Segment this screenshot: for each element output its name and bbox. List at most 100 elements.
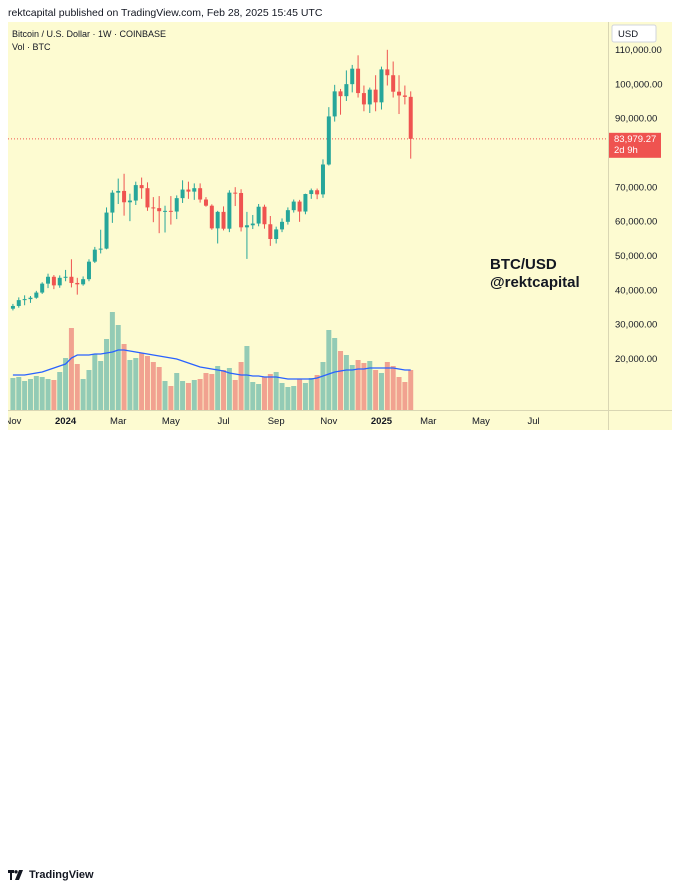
- candle: [274, 226, 279, 244]
- candle-body: [86, 261, 91, 280]
- candle-body: [139, 185, 144, 189]
- time-tick-label: May: [472, 416, 490, 427]
- candle-body: [244, 225, 249, 228]
- candle-body: [239, 192, 244, 228]
- candle: [309, 188, 314, 199]
- candle: [92, 246, 97, 264]
- candle: [104, 207, 109, 250]
- volume-bar: [361, 363, 367, 410]
- candle: [122, 173, 127, 216]
- candle: [250, 214, 255, 230]
- symbol-legend[interactable]: Bitcoin / U.S. Dollar · 1W · COINBASE: [12, 29, 166, 39]
- volume-bar: [191, 380, 197, 410]
- volume-bar: [63, 358, 69, 410]
- candle-body: [98, 248, 103, 250]
- candle-body: [320, 164, 325, 195]
- candle-body: [22, 299, 27, 301]
- candles: [10, 49, 413, 311]
- candle: [10, 303, 15, 311]
- candle: [402, 85, 407, 105]
- candle: [297, 199, 302, 222]
- volume-bar: [104, 339, 110, 410]
- candle-body: [203, 199, 208, 206]
- candle-body: [46, 276, 51, 284]
- candle: [320, 159, 325, 198]
- candle-body: [157, 208, 162, 212]
- volume-bar: [320, 362, 326, 410]
- candle: [285, 207, 290, 225]
- volume-bar: [74, 364, 80, 410]
- chart-area[interactable]: 110,000.00100,000.0090,000.0080,000.0070…: [4, 22, 672, 430]
- candle-body: [397, 91, 402, 96]
- volume-bar: [68, 328, 74, 410]
- candle: [57, 275, 62, 288]
- candle: [86, 259, 91, 282]
- time-tick-label: May: [162, 416, 180, 427]
- candle-body: [315, 190, 320, 195]
- currency-button-label: USD: [618, 29, 638, 40]
- volume-bar: [273, 372, 279, 410]
- price-tick-label: 100,000.00: [615, 79, 663, 90]
- candle-body: [110, 192, 115, 213]
- candle: [350, 64, 355, 93]
- candle: [180, 180, 185, 203]
- volume-bar: [378, 373, 384, 410]
- candle-body: [127, 200, 132, 203]
- candle: [63, 269, 68, 282]
- publish-info: rektcapital published on TradingView.com…: [8, 7, 323, 19]
- volume-moving-average-line: [12, 349, 411, 380]
- time-tick-label: Mar: [110, 416, 126, 427]
- candle: [51, 275, 56, 290]
- volume-bar: [174, 373, 180, 410]
- candle: [391, 61, 396, 98]
- volume-bars: [10, 312, 414, 410]
- candle-body: [367, 89, 372, 105]
- volume-legend[interactable]: Vol · BTC: [12, 42, 51, 52]
- candle-body: [198, 188, 203, 200]
- time-tick-label: Nov: [320, 416, 337, 427]
- candle: [291, 199, 296, 213]
- candle-body: [92, 249, 97, 262]
- publish-header: rektcapital published on TradingView.com…: [0, 0, 680, 26]
- candle-body: [262, 206, 267, 225]
- candle: [315, 188, 320, 200]
- volume-bar: [209, 374, 215, 410]
- candle-body: [192, 188, 197, 192]
- time-tick-label: Jul: [217, 416, 229, 427]
- candle: [227, 190, 232, 233]
- candle-body: [356, 68, 361, 94]
- price-tick-label: 50,000.00: [615, 251, 657, 262]
- candle: [174, 195, 179, 220]
- volume-bar: [384, 362, 390, 410]
- volume-bar: [396, 377, 402, 410]
- time-tick-label: 2024: [55, 416, 77, 427]
- volume-bar: [244, 346, 250, 410]
- time-axis-ticks: Nov 2024 Mar May Jul Sep Nov 2025 Mar May Jul: [4, 416, 539, 427]
- candle-body: [332, 91, 337, 117]
- candle: [221, 206, 226, 231]
- candle: [256, 203, 261, 227]
- currency-button[interactable]: [611, 24, 657, 43]
- candle-body: [350, 68, 355, 85]
- candle: [116, 178, 121, 204]
- candle-body: [57, 277, 62, 286]
- candle-body: [145, 188, 150, 208]
- candlestick-chart[interactable]: 110,000.00100,000.0090,000.0080,000.0070…: [4, 22, 672, 430]
- candle-body: [268, 224, 273, 240]
- candle-body: [309, 190, 314, 195]
- time-axis-background: [8, 410, 672, 430]
- price-tick-label: 30,000.00: [615, 320, 657, 331]
- candle: [215, 210, 220, 244]
- candle: [268, 216, 273, 246]
- candle: [81, 276, 86, 286]
- volume-bar: [180, 381, 186, 410]
- volume-bar: [390, 366, 396, 410]
- candle: [40, 282, 45, 294]
- candle: [262, 204, 267, 229]
- candle-body: [391, 75, 396, 92]
- tradingview-brand[interactable]: TradingView: [8, 869, 94, 881]
- candle: [157, 196, 162, 234]
- candle-body: [16, 300, 21, 306]
- candle: [373, 75, 378, 112]
- volume-bar: [326, 330, 332, 410]
